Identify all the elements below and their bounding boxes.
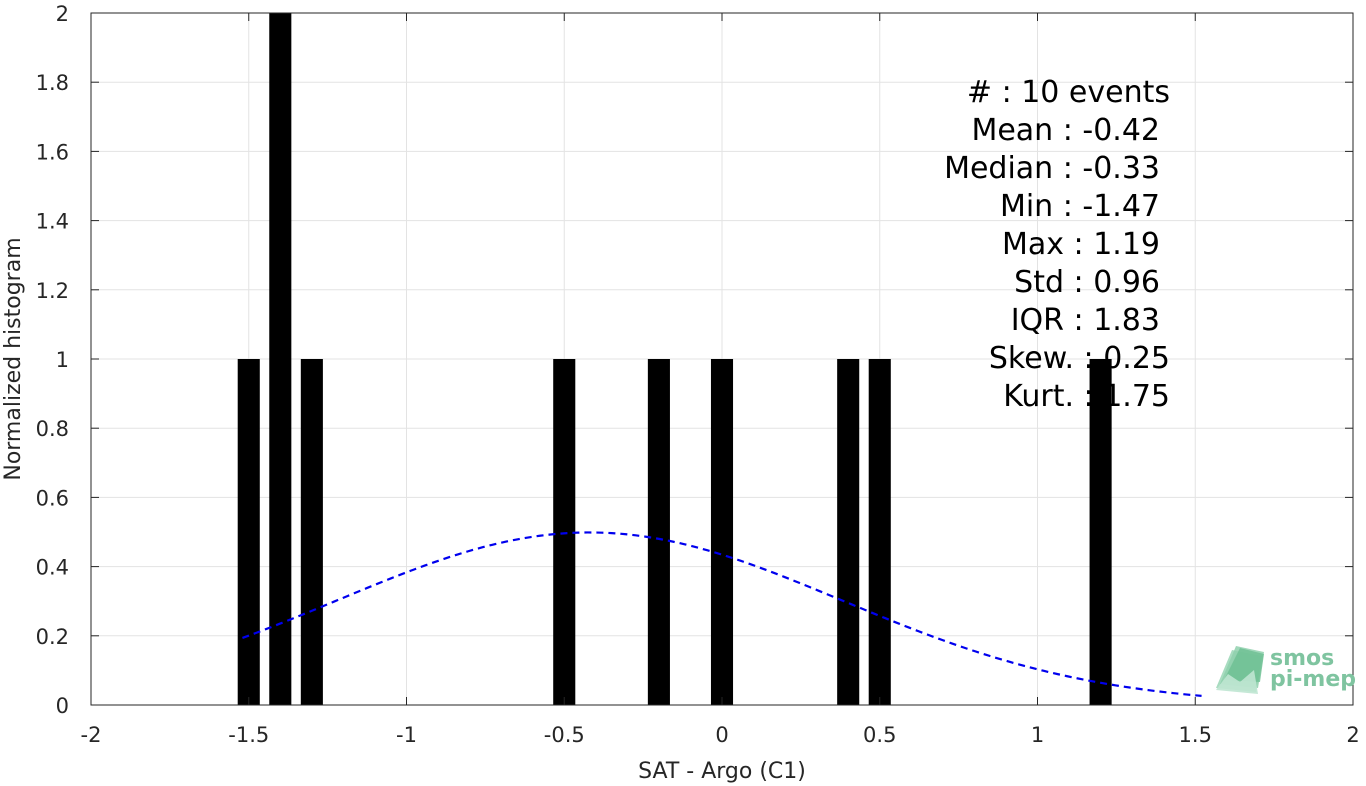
logo-line1: smos: [1270, 646, 1334, 671]
y-tick-label: 0.6: [36, 486, 69, 510]
normal-fit-curve: [242, 531, 1202, 697]
x-tick-label: 2: [1346, 723, 1359, 747]
y-tick-label: 0.4: [36, 556, 69, 580]
histogram-bar: [300, 359, 323, 705]
axes: [90, 12, 1354, 706]
x-tick-label: 0.5: [863, 723, 896, 747]
y-tick-label: 1: [56, 348, 69, 372]
stats-line: Max : 1.19: [1002, 227, 1160, 262]
y-tick-label: 1.2: [36, 279, 69, 303]
histogram-bar: [647, 359, 670, 705]
y-tick-labels: 0 0.2 0.4 0.6 0.8 1 1.2 1.4 1.6 1.8 2: [36, 2, 69, 718]
x-axis-label: SAT - Argo (C1): [638, 759, 806, 784]
y-tick-label: 2: [56, 2, 69, 26]
y-tick-label: 1.6: [36, 140, 69, 164]
bars: [237, 13, 1112, 705]
stats-line: Skew. : 0.25: [989, 341, 1170, 376]
logo-mark-icon: [1216, 646, 1264, 694]
x-tick-label: 1.5: [1179, 723, 1212, 747]
stats-line: Kurt. : 1.75: [1003, 379, 1170, 414]
y-axis-label: Normalized histogram: [1, 237, 26, 480]
histogram-bar: [837, 359, 860, 705]
histogram-bar: [269, 13, 292, 705]
smos-pi-mep-logo: smos pi-mep: [1216, 646, 1356, 694]
stats-line: # : 10 events: [967, 75, 1170, 110]
y-tick-label: 1.4: [36, 210, 69, 234]
histogram-bar: [237, 359, 260, 705]
stats-line: Mean : -0.42: [971, 113, 1160, 148]
y-tick-label: 1.8: [36, 71, 69, 95]
x-tick-label: 0: [715, 723, 728, 747]
histogram-bar: [710, 359, 734, 705]
x-tick-label: -1.5: [228, 723, 269, 747]
histogram-bar: [553, 359, 576, 705]
stats-line: IQR : 1.83: [1011, 303, 1160, 338]
y-tick-label: 0.8: [36, 417, 69, 441]
histogram-bar: [1089, 359, 1112, 705]
x-tick-label: 1: [1031, 723, 1044, 747]
histogram-bar: [868, 359, 891, 705]
y-tick-label: 0.2: [36, 625, 69, 649]
y-tick-label: 0: [56, 694, 69, 718]
x-tick-label: -1: [396, 723, 417, 747]
stats-line: Median : -0.33: [944, 151, 1160, 186]
stats-line: Std : 0.96: [1014, 265, 1160, 300]
x-tick-label: -2: [81, 723, 102, 747]
stats-line: Min : -1.47: [1000, 189, 1160, 224]
x-tick-label: -0.5: [544, 723, 585, 747]
logo-line2: pi-mep: [1270, 667, 1356, 692]
x-tick-labels: -2 -1.5 -1 -0.5 0 0.5 1 1.5 2: [81, 723, 1360, 747]
